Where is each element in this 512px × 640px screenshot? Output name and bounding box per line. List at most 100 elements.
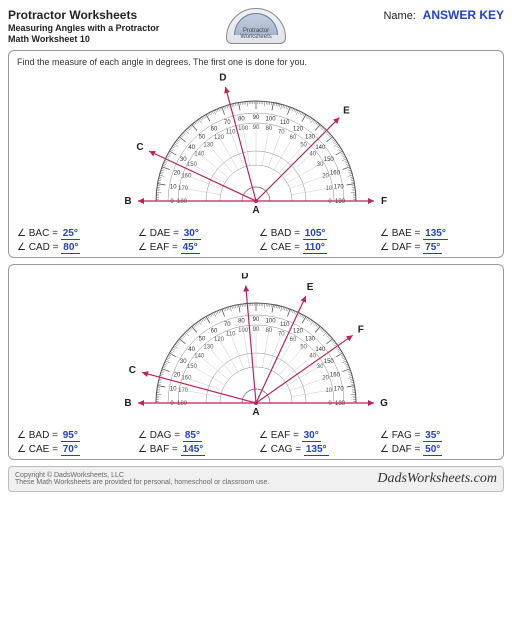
svg-text:150: 150	[187, 364, 198, 370]
angle-name: EAF	[271, 430, 290, 441]
angle-symbol: ∠	[380, 228, 389, 239]
svg-text:F: F	[358, 325, 364, 336]
answer-item: ∠ CAE = 70°	[17, 444, 132, 455]
svg-text:60: 60	[211, 126, 218, 132]
svg-text:140: 140	[315, 347, 326, 353]
answer-item: ∠ BAF = 145°	[138, 444, 253, 455]
svg-text:A: A	[252, 407, 259, 418]
angle-symbol: ∠	[259, 228, 268, 239]
svg-text:B: B	[124, 398, 131, 409]
protractor-svg-2: 1800170101602015030140401305012060110701…	[66, 273, 446, 423]
svg-text:40: 40	[188, 347, 195, 353]
answer-item: ∠ BAD = 105°	[259, 228, 374, 239]
angle-value: 25°	[61, 228, 80, 240]
angle-value: 85°	[183, 430, 202, 442]
answer-item: ∠ BAC = 25°	[17, 228, 132, 239]
angle-value: 95°	[61, 430, 80, 442]
svg-text:160: 160	[330, 372, 341, 378]
angle-value: 105°	[303, 228, 328, 240]
angle-value: 80°	[61, 242, 80, 254]
svg-text:180: 180	[177, 199, 188, 205]
angle-value: 135°	[304, 444, 329, 456]
svg-text:20: 20	[174, 372, 181, 378]
angle-symbol: ∠	[17, 242, 26, 253]
svg-text:170: 170	[178, 186, 189, 192]
angle-name: BAD	[29, 430, 50, 441]
svg-text:50: 50	[199, 135, 206, 141]
logo: Protractor Worksheets	[221, 8, 291, 44]
svg-text:120: 120	[293, 328, 304, 334]
subtitle-1: Measuring Angles with a Protractor	[8, 23, 221, 33]
header-left: Protractor Worksheets Measuring Angles w…	[8, 8, 221, 44]
svg-text:D: D	[219, 72, 226, 83]
svg-text:50: 50	[199, 337, 206, 343]
angle-value: 135°	[423, 228, 448, 240]
angle-symbol: ∠	[380, 430, 389, 441]
svg-text:10: 10	[326, 388, 333, 394]
angle-name: BAF	[150, 444, 169, 455]
svg-text:120: 120	[293, 126, 304, 132]
answer-item: ∠ DAF = 75°	[380, 242, 495, 253]
angle-value: 70°	[61, 444, 80, 456]
svg-text:170: 170	[334, 184, 345, 190]
angle-name: CAE	[29, 444, 50, 455]
angle-value: 35°	[423, 430, 442, 442]
svg-text:180: 180	[335, 401, 346, 407]
svg-text:C: C	[129, 365, 136, 376]
answers-1: ∠ BAC = 25° ∠ DAE = 30° ∠ BAD = 105° ∠ BAE …	[17, 228, 495, 253]
svg-text:70: 70	[224, 322, 231, 328]
svg-text:90: 90	[253, 317, 260, 323]
copyright: Copyright © DadsWorksheets, LLC	[15, 472, 269, 479]
angle-value: 145°	[181, 444, 206, 456]
answers-2: ∠ BAD = 95°∠ DAG = 85°∠ EAF = 30°∠ FAG =…	[17, 430, 495, 455]
logo-line1: Protractor	[243, 28, 269, 34]
angle-symbol: ∠	[138, 430, 147, 441]
footer-note: These Math Worksheets are provided for p…	[15, 479, 269, 486]
svg-text:C: C	[136, 142, 143, 153]
answer-item: ∠ BAD = 95°	[17, 430, 132, 441]
angle-name: DAG	[150, 430, 172, 441]
svg-text:150: 150	[324, 359, 335, 365]
svg-text:130: 130	[305, 337, 316, 343]
angle-symbol: ∠	[17, 444, 26, 455]
svg-text:80: 80	[238, 116, 245, 122]
angle-symbol: ∠	[138, 228, 147, 239]
angle-name: BAE	[392, 228, 412, 239]
svg-text:40: 40	[309, 151, 316, 157]
answer-item: ∠ BAE = 135°	[380, 228, 495, 239]
answer-item: ∠ DAE = 30°	[138, 228, 253, 239]
answer-item: ∠ CAG = 135°	[259, 444, 374, 455]
svg-text:20: 20	[174, 170, 181, 176]
svg-text:60: 60	[290, 135, 297, 141]
svg-text:0: 0	[328, 199, 332, 205]
angle-symbol: ∠	[17, 430, 26, 441]
svg-text:180: 180	[335, 199, 346, 205]
footer-brand: DadsWorksheets.com	[377, 471, 497, 487]
logo-badge: Protractor Worksheets	[226, 8, 286, 44]
svg-text:100: 100	[266, 116, 277, 122]
svg-text:90: 90	[253, 115, 260, 121]
answer-item: ∠ CAD = 80°	[17, 242, 132, 253]
instructions: Find the measure of each angle in degree…	[17, 57, 495, 67]
svg-text:130: 130	[203, 142, 214, 148]
angle-symbol: ∠	[138, 444, 147, 455]
angle-name: BAD	[271, 228, 292, 239]
subtitle-2: Math Worksheet 10	[8, 34, 221, 44]
header: Protractor Worksheets Measuring Angles w…	[8, 8, 504, 44]
angle-name: CAD	[29, 242, 50, 253]
angle-name: DAF	[392, 444, 412, 455]
angle-name: EAF	[150, 242, 169, 253]
protractor-svg-1: 1800170101602015030140401305012060110701…	[66, 71, 446, 221]
svg-text:130: 130	[305, 135, 316, 141]
svg-text:0: 0	[170, 199, 174, 205]
angle-symbol: ∠	[380, 444, 389, 455]
svg-text:60: 60	[290, 337, 297, 343]
svg-text:80: 80	[238, 318, 245, 324]
svg-text:0: 0	[170, 401, 174, 407]
angle-name: CAE	[271, 242, 292, 253]
footer-left: Copyright © DadsWorksheets, LLC These Ma…	[15, 472, 269, 486]
panel-1: Find the measure of each angle in degree…	[8, 50, 504, 258]
svg-text:160: 160	[330, 170, 341, 176]
svg-text:G: G	[380, 398, 388, 409]
svg-text:140: 140	[315, 145, 326, 151]
